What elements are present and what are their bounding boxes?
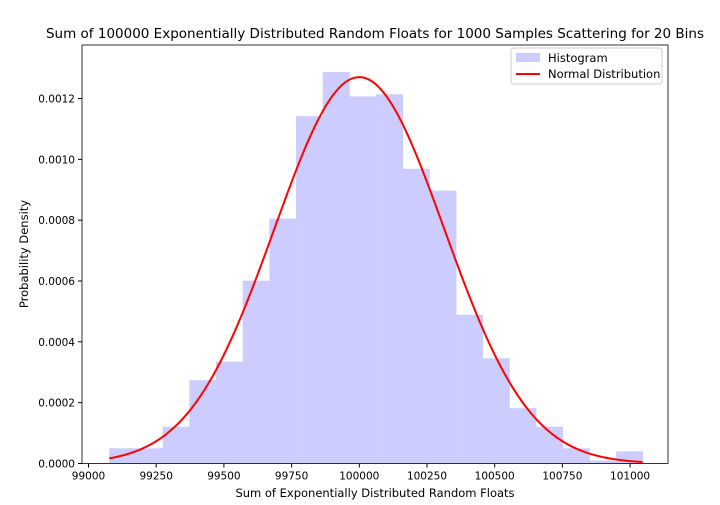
x-tick-label: 99250 [139,471,172,483]
histogram-bar [136,448,163,464]
legend: Histogram Normal Distribution [510,47,663,85]
histogram-bar [509,408,537,464]
histogram-bar [376,94,404,464]
histogram-bar [216,361,244,464]
histogram-bar [349,96,377,464]
x-tick-label: 99000 [72,471,105,483]
histogram-bar [429,190,457,464]
chart-title: Sum of 100000 Exponentially Distributed … [46,26,704,42]
x-axis-label: Sum of Exponentially Distributed Random … [235,486,514,500]
histogram-bar [242,280,270,464]
y-tick-label: 0.0008 [38,215,75,227]
histogram-bar [296,116,324,464]
histogram-bar [269,218,297,464]
y-axis-label: Probability Density [17,200,31,308]
x-tick-label: 99750 [275,471,308,483]
histogram-bar [322,72,350,464]
y-tick-label: 0.0006 [38,276,75,288]
x-tick-label: 100000 [339,471,379,483]
histogram-bar [589,460,617,464]
x-tick-label: 99500 [207,471,240,483]
plot-frame [81,44,669,464]
x-tick-label: 100500 [475,471,515,483]
histogram-bar [162,426,190,464]
x-tick-label: 101000 [610,471,650,483]
y-tick-label: 0.0010 [38,154,75,166]
normal-curve [109,76,643,463]
y-tick-label: 0.0012 [38,94,75,106]
histogram-bar [402,168,430,464]
legend-label-histogram: Histogram [548,51,608,65]
y-tick-label: 0.0000 [38,459,75,471]
x-tick-label: 100250 [407,471,447,483]
histogram-bar [456,314,484,464]
legend-swatch-histogram [516,53,540,62]
legend-label-normal: Normal Distribution [548,67,660,81]
y-tick-label: 0.0004 [38,337,75,349]
y-tick-label: 0.0002 [38,398,75,410]
x-tick-label: 100750 [542,471,582,483]
histogram-bar [562,448,590,464]
